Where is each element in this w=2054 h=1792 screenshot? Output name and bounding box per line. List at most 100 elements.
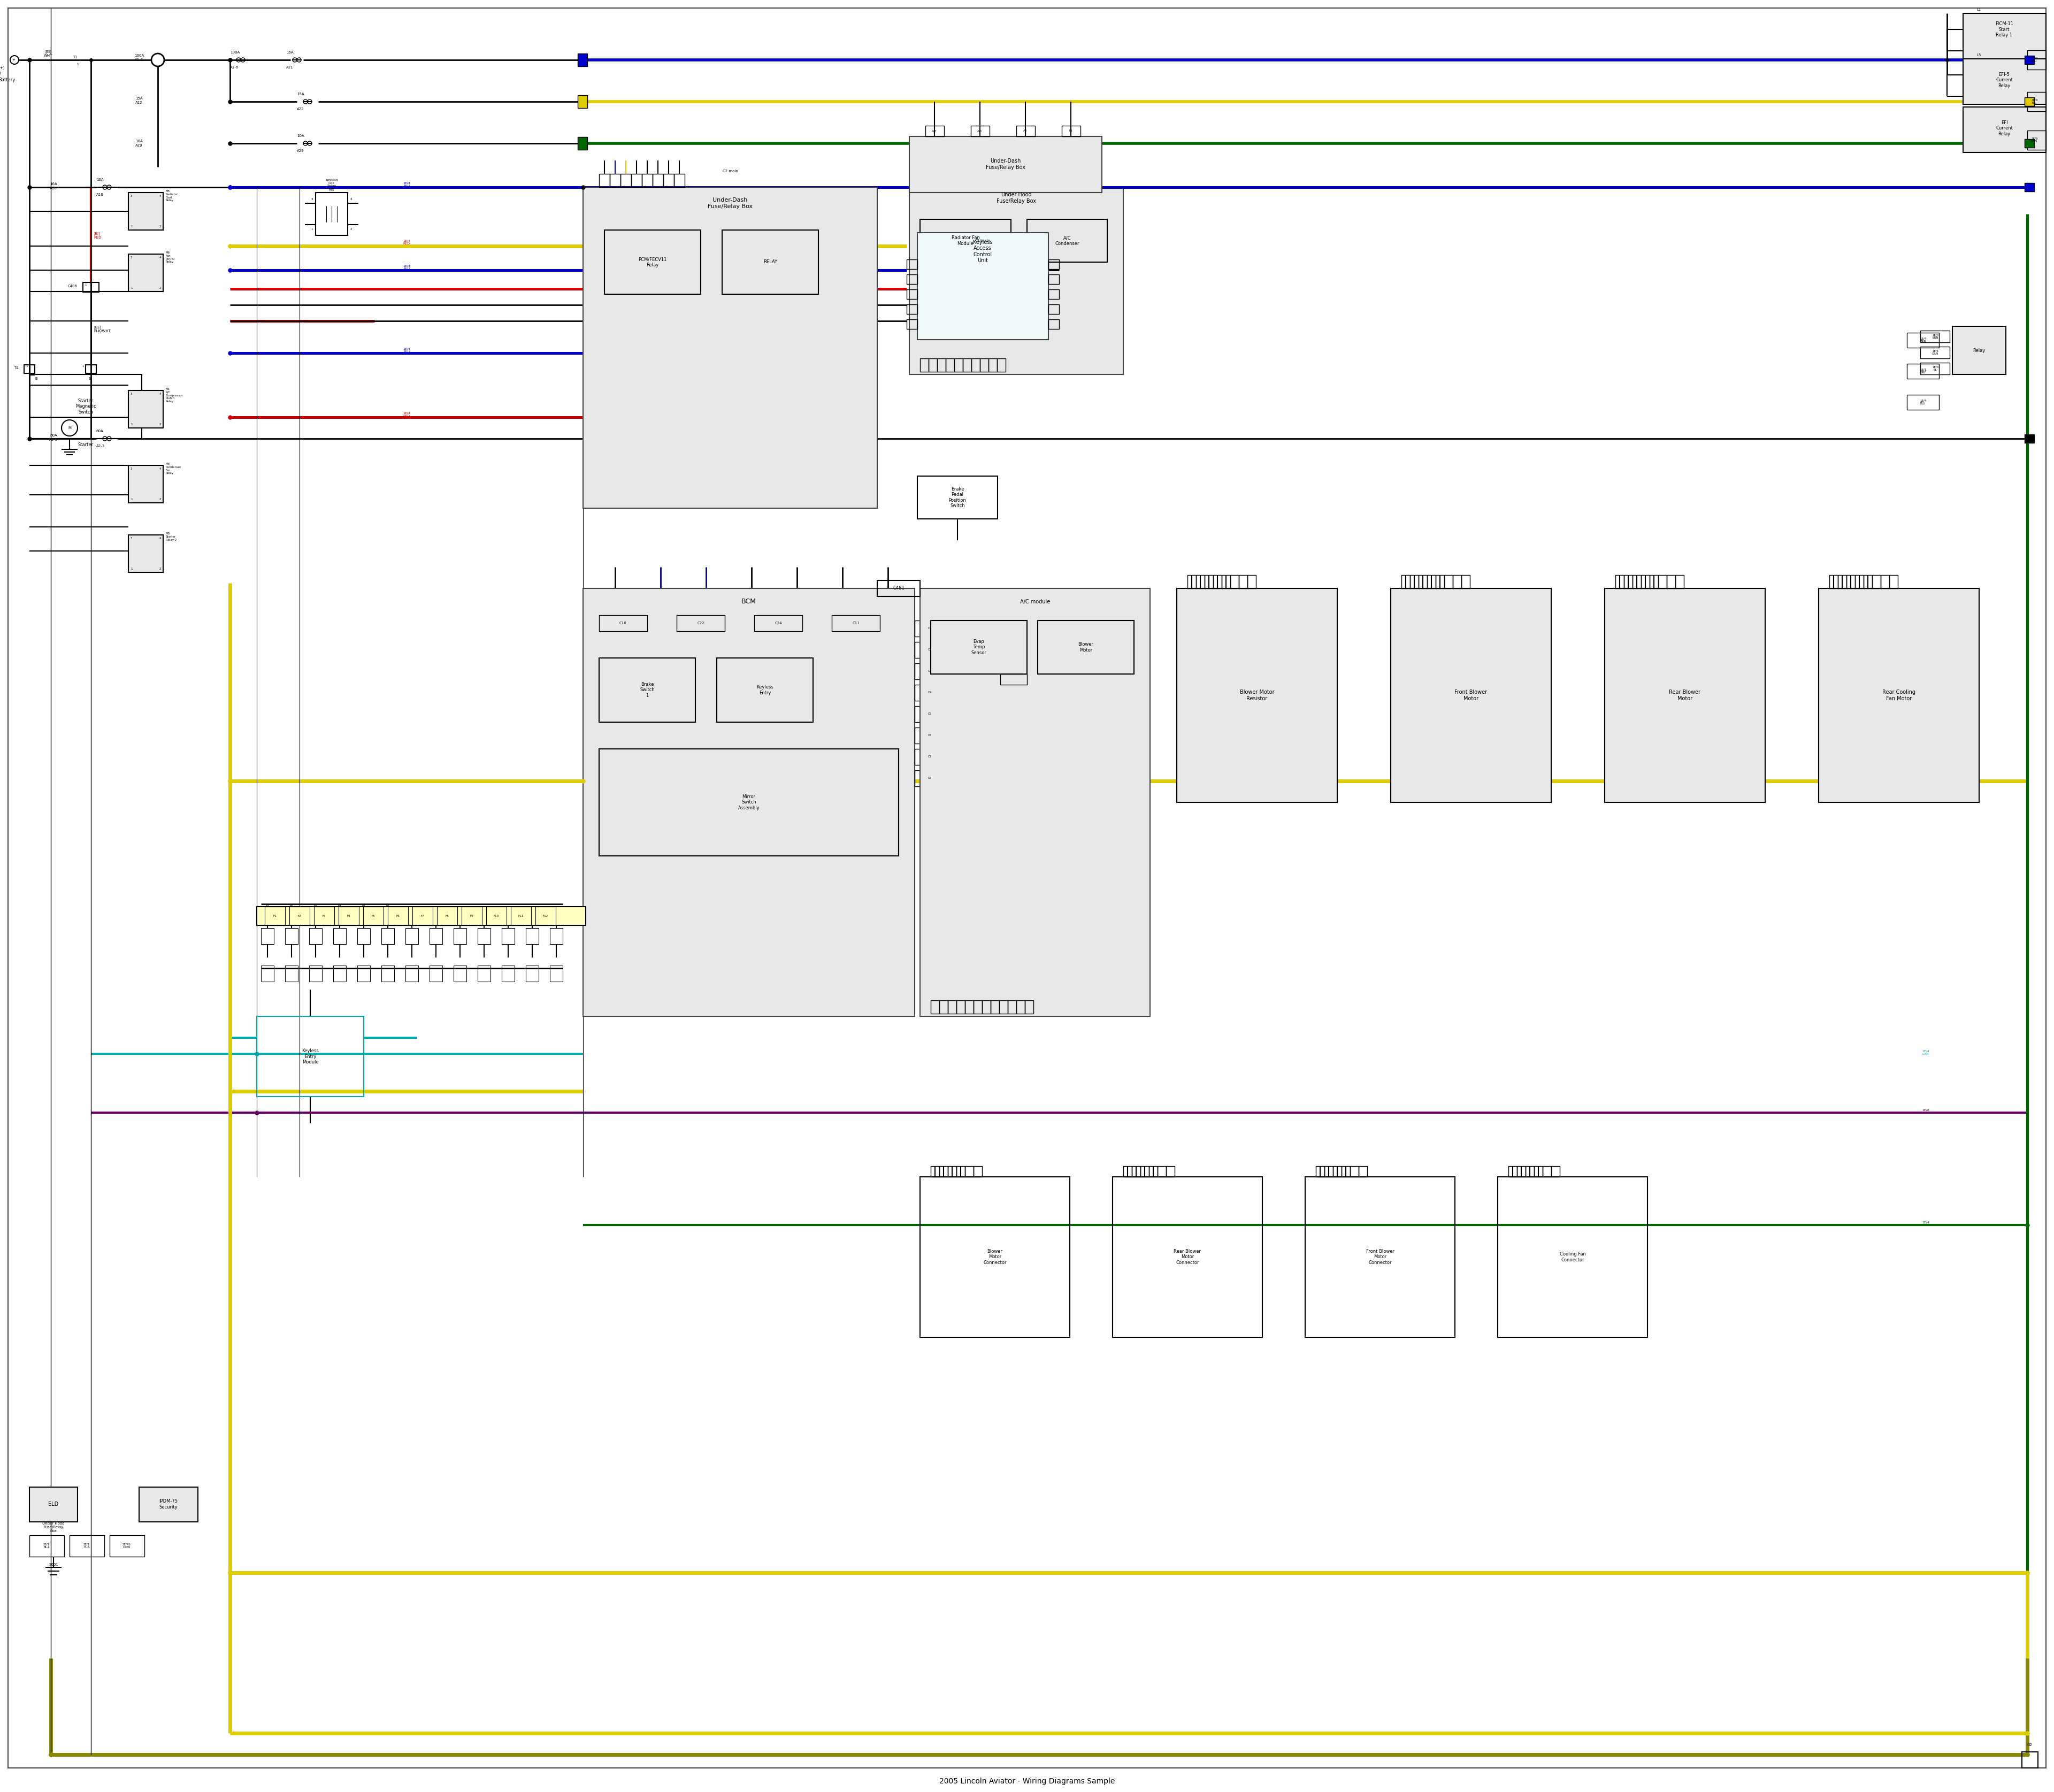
Text: Rear Cooling
Fan Motor: Rear Cooling Fan Motor (1881, 690, 1916, 701)
Bar (914, 771, 926, 787)
Bar (1953, 326, 2007, 375)
Text: F8: F8 (362, 905, 366, 909)
Bar (357, 966, 370, 982)
Text: A21: A21 (286, 66, 294, 70)
Text: S: S (88, 376, 90, 380)
Text: Under-Dash
Fuse/Relay Box: Under-Dash Fuse/Relay Box (986, 158, 1025, 170)
Bar (676, 615, 725, 631)
Bar (914, 642, 926, 658)
Bar (257, 907, 585, 925)
Text: 1E/4
BLU: 1E/4 BLU (1920, 400, 1927, 405)
Bar (1890, 575, 1898, 588)
Bar (1341, 1167, 1349, 1177)
Bar (2021, 1753, 2038, 1769)
Bar (1906, 364, 1939, 378)
Bar (930, 620, 1027, 674)
Bar (832, 615, 879, 631)
Bar (1048, 319, 1060, 330)
Bar (2025, 183, 2033, 192)
Text: F10: F10 (493, 914, 499, 918)
Text: A/C
Condenser: A/C Condenser (1056, 235, 1078, 246)
Bar (1881, 575, 1890, 588)
Bar (600, 174, 610, 186)
Bar (487, 907, 507, 925)
Text: L5: L5 (1976, 54, 1980, 57)
Bar (550, 966, 563, 982)
Bar (29, 1536, 64, 1557)
Bar (526, 966, 538, 982)
Bar (982, 1000, 990, 1014)
Bar (1304, 1177, 1454, 1337)
Bar (1409, 575, 1419, 588)
Bar (918, 233, 1048, 340)
Bar (914, 706, 926, 722)
Bar (261, 928, 273, 944)
Text: 2E/1
YL-S: 2E/1 YL-S (84, 1543, 90, 1548)
Bar (906, 319, 918, 330)
Text: B: B (35, 376, 37, 380)
Text: M1
A/C
Compressor
Clutch
Relay: M1 A/C Compressor Clutch Relay (166, 387, 183, 403)
Bar (918, 477, 998, 520)
Bar (990, 1000, 998, 1014)
Text: F7: F7 (421, 914, 425, 918)
Bar (939, 1167, 947, 1177)
Text: RELAY: RELAY (764, 260, 776, 265)
Bar (261, 966, 273, 982)
Bar (1009, 1000, 1017, 1014)
Text: 2E/4S
C4P9: 2E/4S C4P9 (123, 1543, 131, 1548)
Text: C10: C10 (620, 622, 626, 625)
Text: F8: F8 (446, 914, 450, 918)
Bar (70, 1536, 105, 1557)
Text: C2: C2 (928, 649, 933, 650)
Bar (316, 192, 347, 235)
Bar (29, 1487, 78, 1521)
Bar (1428, 575, 1436, 588)
Bar (926, 125, 945, 136)
Bar (536, 907, 557, 925)
Bar (1195, 575, 1204, 588)
Bar (1871, 575, 1881, 588)
Text: C6: C6 (928, 735, 933, 737)
Text: Cooling Fan
Connector: Cooling Fan Connector (1559, 1253, 1586, 1262)
Text: F9: F9 (470, 914, 474, 918)
Bar (906, 260, 918, 269)
Bar (1614, 575, 1625, 588)
Text: F2: F2 (298, 914, 302, 918)
Text: [EE]
BLK/WHT: [EE] BLK/WHT (94, 326, 111, 333)
Bar (1113, 1177, 1263, 1337)
Bar (25, 366, 35, 373)
Bar (920, 588, 1150, 1016)
Text: F5: F5 (372, 914, 376, 918)
Text: C5: C5 (928, 713, 933, 715)
Bar (438, 907, 458, 925)
Text: 1E/4
CYN: 1E/4 CYN (1923, 1050, 1929, 1055)
Bar (583, 588, 914, 1016)
Bar (920, 219, 1011, 262)
Text: L1: L1 (1976, 7, 1980, 11)
Bar (1349, 1167, 1358, 1177)
Text: C481: C481 (893, 586, 904, 591)
Text: ELD: ELD (49, 1502, 60, 1507)
Text: 1E/4
GRN: 1E/4 GRN (1923, 1220, 1929, 1228)
Bar (620, 174, 631, 186)
Text: C406: C406 (68, 285, 78, 289)
Text: Relay: Relay (1974, 348, 1986, 353)
Text: A/6: A/6 (978, 129, 982, 133)
Bar (1048, 305, 1060, 314)
Text: [EJ]
RED: [EJ] RED (94, 231, 101, 238)
Bar (2025, 140, 2033, 147)
Bar (405, 928, 419, 944)
Text: 16A
A16: 16A A16 (49, 183, 58, 190)
Bar (663, 174, 674, 186)
Bar (920, 1177, 1070, 1337)
Bar (1037, 620, 1134, 674)
Text: A/7: A/7 (933, 129, 937, 133)
Bar (1964, 13, 2046, 66)
Text: Rear Blower
Motor
Connector: Rear Blower Motor Connector (1173, 1249, 1202, 1265)
Text: Blower
Motor: Blower Motor (1078, 642, 1093, 652)
Text: Ignition
Coil
Relay: Ignition Coil Relay (325, 179, 339, 188)
Bar (928, 358, 937, 371)
Text: M5
Radiator
Cool
Relay: M5 Radiator Cool Relay (166, 190, 179, 202)
Bar (413, 907, 433, 925)
Text: Starter
Magnetic
Switch: Starter Magnetic Switch (76, 398, 97, 414)
